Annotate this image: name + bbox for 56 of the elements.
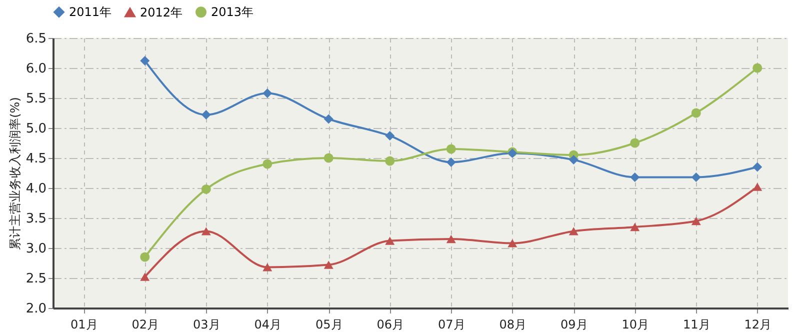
point — [691, 216, 701, 226]
point — [385, 156, 395, 166]
point — [446, 144, 456, 154]
y-tick-label: 3.5 — [26, 212, 46, 226]
point — [262, 263, 272, 272]
x-tick-label: 05月 — [315, 318, 343, 332]
point — [691, 172, 701, 182]
point — [752, 182, 762, 191]
point — [385, 131, 395, 141]
point — [508, 239, 518, 248]
y-tick-label: 4.0 — [26, 182, 46, 196]
y-tick-label: 5.0 — [26, 122, 46, 136]
y-tick-label: 6.0 — [26, 62, 46, 76]
point — [630, 138, 640, 148]
point — [201, 184, 211, 194]
point — [140, 272, 150, 281]
y-tick-label: 5.5 — [26, 92, 46, 106]
y-axis-title: 累计主营业务收入利润率(%) — [8, 97, 22, 250]
point — [446, 157, 456, 167]
point — [752, 63, 762, 73]
x-tick-label: 10月 — [622, 318, 650, 332]
point — [201, 110, 211, 120]
point — [385, 236, 395, 245]
point — [324, 260, 334, 269]
point — [262, 159, 272, 169]
x-tick-label: 03月 — [192, 318, 220, 332]
x-tick-label: 12月 — [744, 318, 772, 332]
y-tick-label: 4.5 — [26, 152, 46, 166]
y-tick-label: 2.0 — [26, 302, 46, 316]
point — [262, 88, 272, 98]
y-tick-label: 6.5 — [26, 32, 46, 46]
x-tick-label: 07月 — [438, 318, 466, 332]
point — [140, 252, 150, 262]
point — [324, 114, 334, 124]
point — [691, 108, 701, 118]
x-tick-label: 11月 — [682, 318, 710, 332]
point — [568, 227, 578, 236]
x-tick-label: 01月 — [70, 318, 98, 332]
legend-label: 2013年 — [211, 5, 254, 20]
x-tick-label: 09月 — [560, 318, 588, 332]
point — [568, 155, 578, 165]
x-tick-label: 02月 — [132, 318, 160, 332]
x-tick-label: 04月 — [254, 318, 282, 332]
point — [752, 162, 762, 172]
legend-label: 2011年 — [69, 5, 112, 20]
y-tick-label: 3.0 — [26, 242, 46, 256]
point — [630, 172, 640, 182]
x-tick-label: 08月 — [499, 318, 527, 332]
point — [324, 153, 334, 163]
point — [446, 234, 456, 244]
y-tick-label: 2.5 — [26, 272, 46, 286]
point — [630, 222, 640, 232]
point — [201, 227, 211, 236]
x-tick-label: 06月 — [376, 318, 404, 332]
point — [140, 56, 150, 66]
legend-label: 2012年 — [140, 5, 183, 20]
